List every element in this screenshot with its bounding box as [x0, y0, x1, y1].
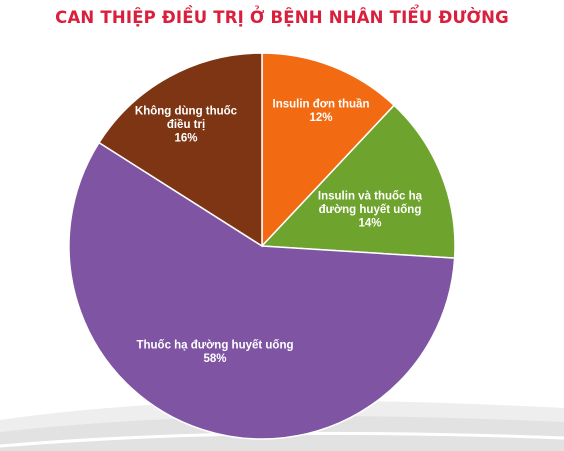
- pie-slice-value: 12%: [309, 112, 332, 124]
- pie-slice-label-1: Insulin đơn thuần 12%: [273, 98, 370, 124]
- pie-slice-value: 14%: [358, 218, 381, 230]
- pie-slice-3: [68, 141, 456, 440]
- pie-slice-label-4: Không dùng thuốc điều trị 16%: [135, 106, 238, 145]
- pie-slice-category: Không dùng thuốc: [135, 106, 238, 118]
- pie-slices: [68, 52, 456, 440]
- pie-slice-label-3: Thuốc hạ đường huyết uống 58%: [136, 339, 293, 365]
- pie-slice-category: Insulin và thuốc hạ: [318, 191, 423, 203]
- pie-slice-label-2: Insulin và thuốc hạ đường huyết uống 14%: [318, 191, 423, 230]
- pie-slice-4: [98, 52, 263, 248]
- pie-slice-value: 58%: [203, 353, 226, 365]
- pie-slice-category: điều trị: [167, 119, 205, 131]
- pie-slice-1: [261, 52, 396, 248]
- pie-slice-value: 16%: [174, 133, 197, 145]
- chart-title: CAN THIỆP ĐIỀU TRỊ Ở BỆNH NHÂN TIỂU ĐƯỜN…: [55, 8, 509, 27]
- pie-slice-category: Thuốc hạ đường huyết uống: [136, 339, 293, 351]
- pie-slice-2: [260, 104, 456, 259]
- pie-slice-category: đường huyết uống: [319, 204, 422, 216]
- pie-labels: Insulin đơn thuần 12%Insulin và thuốc hạ đ…: [135, 98, 423, 365]
- pie-slice-category: Insulin đơn thuần: [273, 98, 370, 110]
